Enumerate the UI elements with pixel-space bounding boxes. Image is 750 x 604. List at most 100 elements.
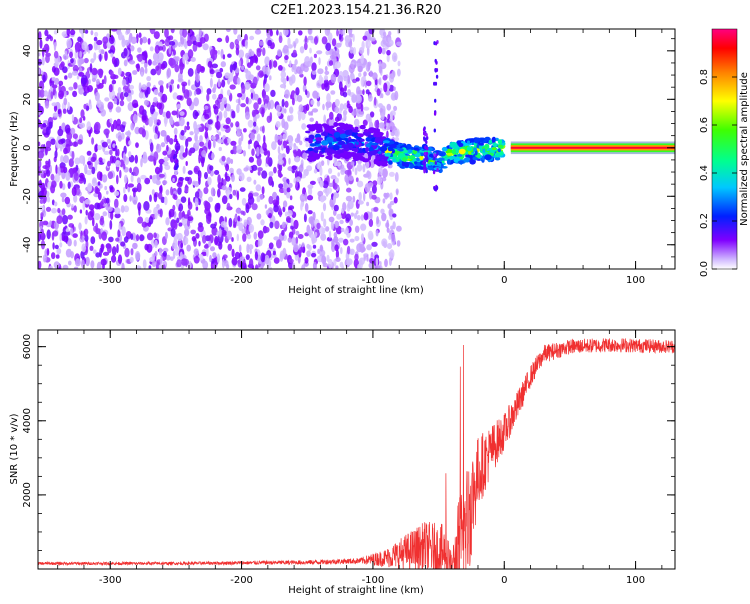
noise-speckle [209,77,213,88]
snr-xtick-label: 0 [501,575,507,586]
noise-speckle [161,93,168,103]
noise-speckle [376,216,380,225]
noise-speckle [311,252,317,258]
noise-speckle [101,141,108,148]
noise-speckle [256,157,262,167]
noise-speckle [59,233,62,242]
noise-speckle [59,242,63,248]
ridge-blob [350,131,359,137]
noise-speckle [163,156,169,162]
noise-speckle [140,174,147,180]
noise-speckle [146,82,151,88]
noise-speckle [149,194,152,202]
noise-speckle [245,52,250,59]
noise-speckle [99,53,102,62]
noise-speckle [246,233,252,240]
noise-speckle [78,222,82,231]
ridge-blob [363,132,371,135]
noise-speckle [308,111,312,116]
noise-speckle [96,99,102,108]
noise-speckle [211,63,218,69]
noise-speckle [194,133,198,142]
noise-speckle [282,206,286,213]
noise-speckle [92,217,95,227]
noise-speckle [123,163,126,170]
noise-speckle [154,251,158,257]
noise-speckle [317,177,322,182]
snr-frame [37,329,676,570]
ridge-blob [339,152,345,157]
noise-speckle [181,81,188,87]
noise-speckle [196,63,202,73]
ridge-blob [377,151,382,154]
noise-speckle [173,127,178,136]
ridge-blob [314,127,322,130]
noise-speckle [154,126,158,134]
noise-speckle [162,251,167,257]
noise-speckle [281,229,285,236]
noise-speckle [108,236,114,243]
noise-speckle [276,104,281,112]
noise-speckle [177,84,180,89]
ridge-blob [455,148,459,154]
noise-speckle [288,157,291,165]
noise-speckle [221,79,226,88]
noise-speckle [262,142,267,151]
ridge-blob [463,157,471,163]
noise-speckle [153,151,159,161]
noise-speckle [328,216,335,223]
noise-speckle [324,29,330,36]
noise-speckle [299,46,305,54]
noise-speckle [53,221,60,230]
ridge-blob [325,155,333,160]
noise-speckle [380,208,385,214]
noise-speckle [140,158,143,168]
noise-speckle [311,108,319,113]
noise-speckle [39,199,44,204]
noise-speckle [378,167,383,176]
ridge-blob [404,162,410,168]
noise-speckle [295,87,300,96]
noise-speckle [382,198,386,204]
noise-speckle [95,222,99,232]
noise-speckle [125,71,132,77]
noise-speckle [60,61,65,68]
noise-speckle [325,226,330,232]
ridge-blob [307,147,314,152]
noise-speckle [241,84,246,94]
ridge-blob [382,140,390,144]
noise-speckle [89,245,94,251]
noise-speckle [225,35,230,44]
noise-speckle [299,193,306,202]
noise-speckle [146,243,153,253]
noise-speckle [187,49,194,59]
noise-speckle [290,216,294,227]
noise-speckle [107,160,111,167]
noise-speckle [74,157,81,165]
noise-speckle [224,72,231,79]
noise-speckle [341,264,345,269]
noise-speckle [79,122,86,129]
noise-speckle [38,58,42,66]
noise-speckle [396,190,399,196]
noise-speckle [354,225,360,233]
noise-speckle [282,133,287,140]
noise-speckle [360,76,364,87]
noise-speckle [231,63,237,71]
ridge-blob [355,152,363,157]
noise-speckle [268,175,273,186]
noise-speckle [326,254,330,262]
streak-blob [434,81,438,86]
noise-speckle [114,145,118,152]
noise-speckle [252,76,258,87]
noise-speckle [215,99,219,105]
noise-speckle [338,81,343,91]
noise-speckle [65,171,71,181]
noise-speckle [111,246,117,256]
noise-speckle [172,250,176,259]
noise-speckle [334,220,340,229]
spectrogram-xtick-label: 0 [501,275,507,286]
noise-speckle [84,216,88,225]
noise-speckle [267,150,271,158]
